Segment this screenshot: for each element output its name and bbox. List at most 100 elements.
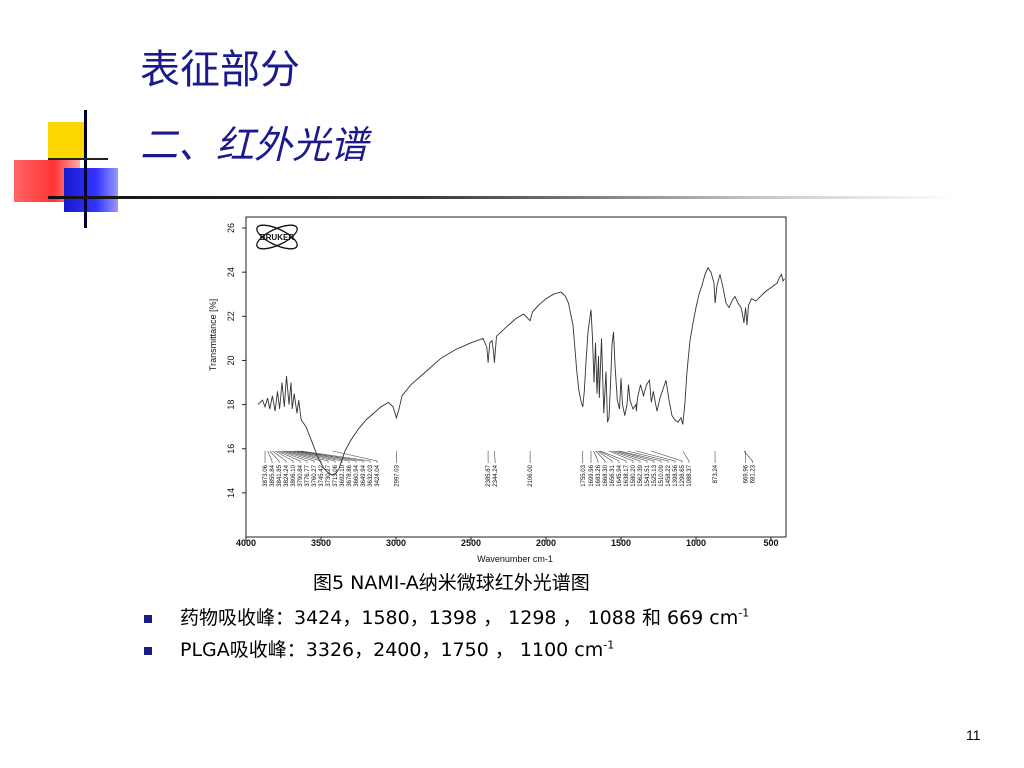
ir-spectrum-chart: BRUKER Transmittance [%] Wavenumber cm-1… (205, 207, 795, 572)
peak-marker-line (267, 450, 273, 463)
peak-label: 2997.03 (394, 464, 400, 486)
peak-label: 3713.06 (333, 464, 339, 486)
peak-label: 3776.77 (305, 464, 311, 486)
peak-label: 1683.26 (596, 464, 602, 486)
peak-marker-line (298, 450, 364, 463)
bullet-drug-peaks: 药物吸收峰：3424，1580，1398 ， 1298 ， 1088 和 669… (140, 603, 749, 635)
plot-frame (245, 216, 787, 538)
decor-blue-square (64, 168, 118, 212)
page-number: 11 (966, 727, 981, 743)
peak-marker-line (274, 450, 294, 463)
bruker-logo-text: BRUKER (260, 233, 294, 242)
y-tick-label: 22 (226, 311, 236, 321)
peak-label: 1645.94 (617, 464, 623, 486)
peak-label: 681.23 (751, 464, 757, 483)
peak-label: 3660.94 (354, 464, 360, 486)
decor-short-line (48, 158, 108, 160)
spectrum-line (257, 266, 785, 476)
y-tick-label: 24 (226, 267, 236, 277)
y-tick-label: 20 (226, 355, 236, 365)
peak-label: 3841.85 (277, 464, 283, 486)
peak-label: 2344.24 (493, 464, 499, 486)
peak-marker-line (682, 450, 690, 463)
peak-marker-line (288, 450, 336, 463)
bruker-logo: BRUKER (256, 224, 298, 250)
peak-label: 3760.27 (312, 464, 318, 486)
decor-title-underline (48, 196, 958, 199)
peak-marker-line (272, 450, 287, 463)
decor-vertical-line (84, 110, 87, 228)
x-tick-label: 3500 (311, 538, 331, 548)
peak-label: 3678.86 (347, 464, 353, 486)
x-tick-label: 1500 (611, 538, 631, 548)
x-tick-label: 1000 (686, 538, 706, 548)
peak-label: 3873.06 (263, 464, 269, 486)
peak-label: 3632.03 (368, 464, 374, 486)
peak-label: 3649.94 (361, 464, 367, 486)
peak-label: 669.96 (744, 464, 750, 483)
peak-marker-line (636, 450, 676, 463)
peak-label: 1638.17 (624, 464, 630, 486)
x-tick-label: 4000 (236, 538, 256, 548)
peak-label: 1656.31 (610, 464, 616, 486)
peak-label: 1543.51 (645, 464, 651, 486)
peak-marker-line (611, 450, 641, 463)
bullet-text: 药物吸收峰：3424，1580，1398 ， 1298 ， 1088 和 669… (180, 607, 739, 629)
peak-marker-line (301, 450, 371, 463)
slide-subtitle: 二、红外光谱 (140, 123, 369, 167)
x-tick-label: 2000 (536, 538, 556, 548)
bullet-superscript: -1 (603, 638, 615, 652)
peak-marker-line (617, 450, 655, 463)
peak-marker-line (608, 450, 634, 463)
peak-label: 2385.87 (486, 464, 492, 486)
peak-marker-line (294, 450, 350, 463)
peak-marker-line (593, 450, 599, 463)
peak-marker-line (600, 450, 627, 463)
peak-marker-line (494, 450, 496, 463)
peak-marker-line (597, 450, 613, 463)
bullet-square-icon (144, 647, 152, 655)
figure-caption: 图5 NAMI-A纳米微球红外光谱图 (313, 572, 590, 594)
peak-label: 1088.37 (687, 464, 693, 486)
y-axis-label: Transmittance [%] (208, 299, 218, 371)
bullet-list: 药物吸收峰：3424，1580，1398 ， 1298 ， 1088 和 669… (140, 603, 749, 667)
peak-label: 3692.10 (340, 464, 346, 486)
peak-marker-line (269, 450, 280, 463)
peak-label: 1510.09 (659, 464, 665, 486)
peak-marker-line (743, 450, 753, 463)
x-tick-label: 500 (763, 538, 778, 548)
x-axis-label: Wavenumber cm-1 (477, 554, 553, 564)
peak-label: 1699.96 (589, 464, 595, 486)
peak-label: 1580.20 (631, 464, 637, 486)
peak-label: 1458.22 (666, 464, 672, 486)
y-tick-label: 18 (226, 400, 236, 410)
bullet-text: PLGA吸收峰：3326，2400，1750 ， 1100 cm (180, 639, 604, 661)
peak-label: 1525.13 (652, 464, 658, 486)
peak-marker-line (279, 450, 308, 463)
x-tick-label: 2500 (461, 538, 481, 548)
y-tick-label: 16 (226, 444, 236, 454)
peak-label: 3855.84 (270, 464, 276, 486)
x-tick-label: 3000 (386, 538, 406, 548)
peak-label: 3730.27 (326, 464, 332, 486)
peak-label: 1298.65 (680, 464, 686, 486)
peak-label: 3424.04 (375, 464, 381, 486)
slide-title: 表征部分 (140, 47, 300, 93)
peak-marker-line (595, 450, 606, 463)
peak-label: 1755.03 (581, 464, 587, 486)
peak-label: 1398.56 (673, 464, 679, 486)
decor-yellow-square (48, 122, 86, 160)
peak-label: 3745.42 (319, 464, 325, 486)
peak-label: 3824.24 (284, 464, 290, 486)
peak-label: 3806.10 (291, 464, 297, 486)
bullet-superscript: -1 (738, 606, 750, 620)
y-tick-label: 14 (226, 488, 236, 498)
peak-label: 2106.00 (528, 464, 534, 486)
peak-marker-line (598, 450, 620, 463)
y-tick-label: 26 (226, 223, 236, 233)
peak-marker-line (614, 450, 648, 463)
peak-marker-line (286, 450, 329, 463)
peak-label: 873.24 (713, 464, 719, 483)
peak-marker-line (332, 450, 378, 463)
bullet-square-icon (144, 615, 152, 623)
